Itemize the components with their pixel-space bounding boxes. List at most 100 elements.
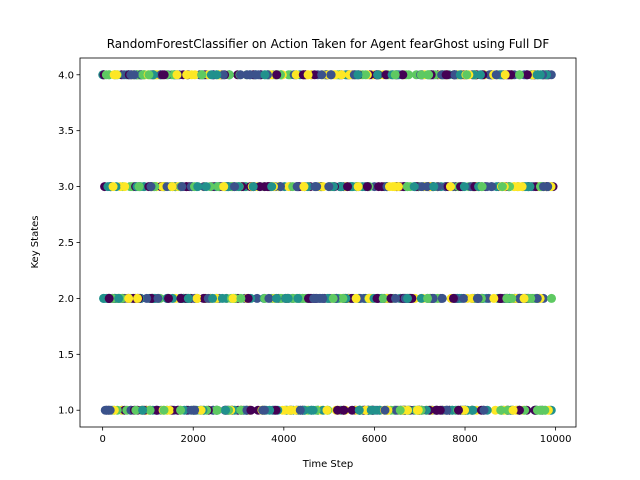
- scatter-point: [213, 406, 222, 415]
- scatter-point: [293, 294, 302, 303]
- scatter-point: [429, 182, 438, 191]
- scatter-point: [514, 182, 523, 191]
- scatter-point: [478, 182, 487, 191]
- y-tick-label: 2.0: [58, 294, 74, 305]
- scatter-point: [337, 70, 346, 79]
- scatter-point: [424, 70, 433, 79]
- scatter-point: [190, 406, 199, 415]
- scatter-point: [258, 406, 267, 415]
- scatter-point: [267, 182, 276, 191]
- x-tick-label: 2000: [181, 434, 206, 445]
- scatter-point: [112, 70, 121, 79]
- scatter-point: [501, 70, 510, 79]
- scatter-point: [310, 182, 319, 191]
- scatter-point: [379, 294, 388, 303]
- scatter-point: [168, 182, 177, 191]
- scatter-point: [133, 294, 142, 303]
- scatter-point: [317, 70, 326, 79]
- scatter-point: [449, 294, 458, 303]
- scatter-point: [146, 182, 155, 191]
- scatter-point: [410, 182, 419, 191]
- scatter-point: [487, 182, 496, 191]
- scatter-point: [144, 70, 153, 79]
- scatter-point: [120, 182, 129, 191]
- scatter-point: [260, 70, 269, 79]
- scatter-point: [184, 294, 193, 303]
- scatter-point: [394, 182, 403, 191]
- scatter-point: [374, 182, 383, 191]
- scatter-point: [193, 294, 202, 303]
- scatter-point: [363, 182, 372, 191]
- scatter-point: [318, 294, 327, 303]
- scatter-point: [212, 70, 221, 79]
- scatter-point: [135, 182, 144, 191]
- scatter-point: [352, 294, 361, 303]
- scatter-point: [489, 294, 498, 303]
- scatter-point: [525, 182, 534, 191]
- x-tick-label: 8000: [452, 434, 477, 445]
- x-tick-label: 4000: [271, 434, 296, 445]
- scatter-point: [354, 182, 363, 191]
- scatter-point: [476, 70, 485, 79]
- scatter-point: [460, 182, 469, 191]
- scatter-point: [218, 294, 227, 303]
- scatter-point: [164, 294, 173, 303]
- y-axis-title: Key States: [30, 216, 41, 269]
- scatter-point: [299, 182, 308, 191]
- scatter-point: [355, 406, 364, 415]
- scatter-point: [547, 294, 556, 303]
- scatter-point: [102, 70, 111, 79]
- scatter-point: [327, 70, 336, 79]
- scatter-point: [391, 294, 400, 303]
- scatter-point: [436, 406, 445, 415]
- scatter-point: [228, 294, 237, 303]
- scatter-point: [202, 182, 211, 191]
- scatter-point: [236, 294, 245, 303]
- scatter-point: [172, 70, 181, 79]
- scatter-point: [309, 294, 318, 303]
- scatter-point: [284, 294, 293, 303]
- scatter-point: [251, 70, 260, 79]
- scatter-point: [246, 406, 255, 415]
- scatter-point: [114, 294, 123, 303]
- scatter-point: [307, 406, 316, 415]
- scatter-point: [109, 182, 118, 191]
- scatter-point: [462, 70, 471, 79]
- scatter-point: [385, 182, 394, 191]
- scatter-point: [469, 406, 478, 415]
- scatter-point: [391, 70, 400, 79]
- scatter-point: [221, 406, 230, 415]
- scatter-point: [126, 70, 135, 79]
- scatter-point: [371, 406, 380, 415]
- scatter-point: [177, 182, 186, 191]
- scatter-point: [343, 182, 352, 191]
- scatter-point: [403, 294, 412, 303]
- chart-title: RandomForestClassifier on Action Taken f…: [107, 37, 550, 51]
- scatter-point: [243, 70, 252, 79]
- scatter-point: [105, 294, 114, 303]
- y-tick-label: 3.0: [58, 182, 74, 193]
- scatter-point: [219, 182, 228, 191]
- x-tick-label: 10000: [540, 434, 572, 445]
- scatter-point: [523, 70, 532, 79]
- scatter-point: [153, 294, 162, 303]
- scatter-point: [158, 70, 167, 79]
- scatter-point: [509, 406, 518, 415]
- y-tick-label: 3.5: [58, 126, 74, 137]
- scatter-point: [473, 294, 482, 303]
- scatter-point: [502, 294, 511, 303]
- scatter-point: [304, 70, 313, 79]
- scatter-point: [446, 182, 455, 191]
- scatter-point: [329, 294, 338, 303]
- scatter-point: [540, 406, 549, 415]
- y-tick-label: 4.0: [58, 70, 74, 81]
- scatter-point: [539, 182, 548, 191]
- scatter-point: [338, 294, 347, 303]
- scatter-point: [380, 406, 389, 415]
- scatter-point: [230, 182, 239, 191]
- scatter-point: [520, 294, 529, 303]
- scatter-point: [138, 406, 147, 415]
- scatter-point: [322, 406, 331, 415]
- y-tick-label: 1.5: [58, 350, 74, 361]
